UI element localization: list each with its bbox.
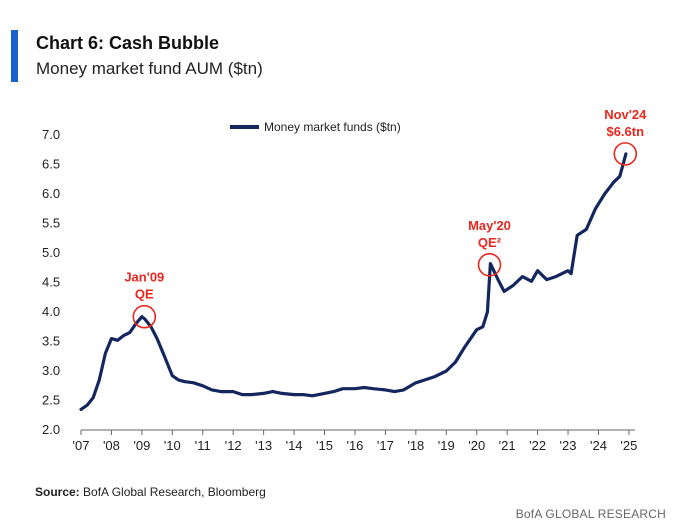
x-tick-label: '08: [103, 438, 120, 453]
title-accent-bar: [11, 30, 18, 82]
annotation-circle: [132, 304, 157, 329]
y-tick-label: 7.0: [42, 127, 60, 142]
x-tick-label: '25: [620, 438, 637, 453]
x-tick-label: '20: [468, 438, 485, 453]
source-text: BofA Global Research, Bloomberg: [79, 485, 266, 499]
x-tick-label: '22: [529, 438, 546, 453]
series-layer: [79, 152, 628, 411]
annotation-label: Jan'09: [124, 270, 164, 285]
x-tick-label: '16: [346, 438, 363, 453]
x-tick-label: '07: [73, 438, 90, 453]
y-tick-label: 4.5: [42, 275, 60, 290]
annotation-label: May'20: [468, 218, 511, 233]
x-tick-label: '24: [590, 438, 607, 453]
x-tick-label: '11: [195, 438, 211, 453]
x-tick-label: '18: [407, 438, 424, 453]
legend-label: Money market funds ($tn): [264, 120, 401, 134]
x-tick-label: '09: [133, 438, 150, 453]
y-tick-label: 6.0: [42, 186, 60, 201]
chart-title: Chart 6: Cash Bubble: [36, 33, 220, 53]
y-tick-label: 6.5: [42, 157, 60, 172]
annotation-label: $6.6tn: [606, 124, 644, 139]
footer-brand: BofA GLOBAL RESEARCH: [515, 507, 666, 521]
annotation-label: QE: [135, 287, 154, 302]
y-tick-label: 5.5: [42, 216, 60, 231]
source-label: Source:: [35, 485, 80, 499]
x-tick-label: '10: [164, 438, 181, 453]
y-tick-label: 3.5: [42, 334, 60, 349]
y-axis: 2.0 2.5 3.0 3.5 4.0 4.5 5.0 5.5 6.0 6.5 7.0: [42, 127, 60, 437]
annotation-circle: [613, 142, 638, 166]
x-tick-label: '14: [286, 438, 303, 453]
x-axis: '07 '08 '09 '10 '11 '12 '13 '14 '15 '16 '17 '18 '19 '…: [73, 429, 637, 453]
source-note: Source: BofA Global Research, Bloomberg: [35, 485, 266, 499]
y-tick-label: 5.0: [42, 245, 60, 260]
annotation-layer: Jan'09 QE May'20 QE² Nov'24 $6.6tn: [124, 107, 647, 329]
y-tick-label: 2.5: [42, 393, 60, 408]
x-tick-label: '23: [560, 438, 577, 453]
annotation-label: QE²: [478, 235, 502, 250]
x-tick-label: '21: [499, 438, 516, 453]
x-tick-label: '17: [377, 438, 394, 453]
y-tick-label: 3.0: [42, 363, 60, 378]
y-tick-label: 4.0: [42, 304, 60, 319]
x-tick-label: '12: [225, 438, 242, 453]
x-tick-label: '15: [316, 438, 333, 453]
annotation-label: Nov'24: [604, 107, 647, 122]
x-tick-label: '19: [438, 438, 455, 453]
chart-subtitle: Money market fund AUM ($tn): [36, 59, 263, 78]
y-tick-label: 2.0: [42, 422, 60, 437]
annotation-circle: [477, 252, 502, 277]
legend: Money market funds ($tn): [230, 120, 401, 134]
series-line-money-market-funds: [79, 152, 628, 411]
x-tick-label: '13: [255, 438, 272, 453]
